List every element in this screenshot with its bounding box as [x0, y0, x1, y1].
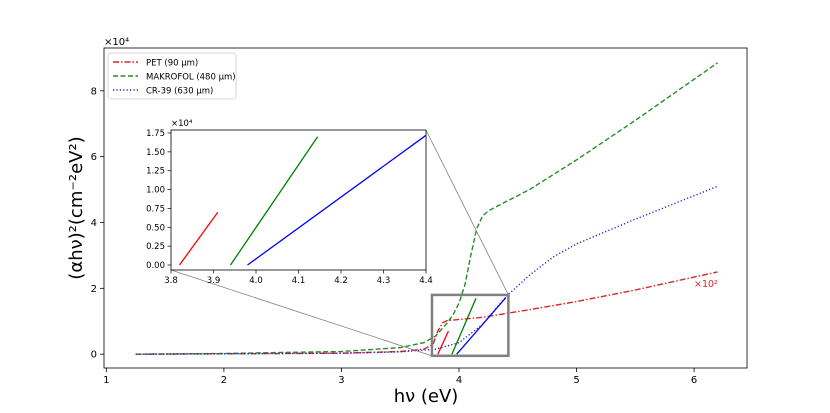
main-x-axis-label: hν (eV): [394, 386, 459, 407]
inset-x-tick-label: 4.3: [377, 276, 391, 286]
y-tick-label: 8: [91, 86, 97, 97]
inset-y-tick-label: 0.75: [146, 204, 165, 214]
x-tick-label: 1: [103, 375, 109, 386]
legend-label-makrofol: MAKROFOL (480 μm): [146, 73, 236, 83]
inset-y-tick-label: 0.00: [146, 261, 165, 271]
inset-y-tick-label: 1.25: [146, 167, 165, 177]
inset-y-tick-label: 1.00: [146, 186, 165, 196]
legend-label-cr39: CR-39 (630 μm): [146, 87, 213, 97]
zoom-connector-line: [170, 269, 433, 357]
zoom-fit-line-0: [437, 330, 449, 355]
inset-chart: 3.8 3.9 4.0 4.1 4.2 4.3 4.4 0.00 0.25 0.50 0.75 1.0…: [146, 119, 433, 286]
legend-label-pet: PET (90 μm): [146, 59, 198, 69]
legend: PET (90 μm) MAKROFOL (480 μm) CR-39 (630…: [107, 52, 237, 100]
inset-y-tick-label: 1.50: [146, 148, 165, 158]
y-tick-label: 2: [91, 284, 97, 295]
y-tick-label: 4: [91, 218, 97, 229]
inset-x-tick-label: 3.9: [207, 276, 221, 286]
inset-y-tick-label: 0.50: [146, 223, 165, 233]
pet-scale-annotation: ×10²: [694, 279, 718, 290]
inset-y-tick-label: 0.25: [146, 242, 165, 252]
series-line-0: [135, 271, 718, 355]
main-plot-frame: [103, 47, 748, 369]
inset-y-multiplier: ×10⁴: [171, 119, 193, 129]
inset-x-tick-label: 4.1: [292, 276, 306, 286]
inset-x-tick-label: 3.8: [164, 276, 178, 286]
zoom-connector-line: [425, 129, 509, 296]
inset-y-tick-label: 1.75: [146, 129, 165, 139]
series-line-1: [135, 62, 719, 355]
inset-series-line-2: [247, 134, 427, 266]
x-tick-label: 3: [338, 375, 344, 386]
inset-x-tick-label: 4.0: [249, 276, 263, 286]
zoom-fit-line-2: [456, 297, 507, 355]
x-tick-label: 4: [456, 375, 462, 386]
main-y-axis-label: (αhν)²(cm⁻²eV²): [66, 136, 87, 279]
y-tick-label: 6: [91, 152, 97, 163]
zoom-fit-line-1: [451, 297, 477, 355]
x-tick-label: 5: [573, 375, 579, 386]
inset-series-line-0: [178, 211, 219, 266]
zoom-region-box: [430, 293, 510, 358]
inset-series-line-1: [229, 136, 319, 266]
x-tick-label: 2: [221, 375, 227, 386]
y-tick-label: 0: [91, 350, 97, 361]
inset-x-tick-label: 4.4: [419, 276, 433, 286]
inset-plot-frame: [170, 129, 427, 271]
main-y-multiplier: ×10⁴: [104, 37, 129, 48]
inset-x-tick-label: 4.2: [334, 276, 348, 286]
x-tick-label: 6: [691, 375, 697, 386]
legend-box: [107, 52, 237, 100]
